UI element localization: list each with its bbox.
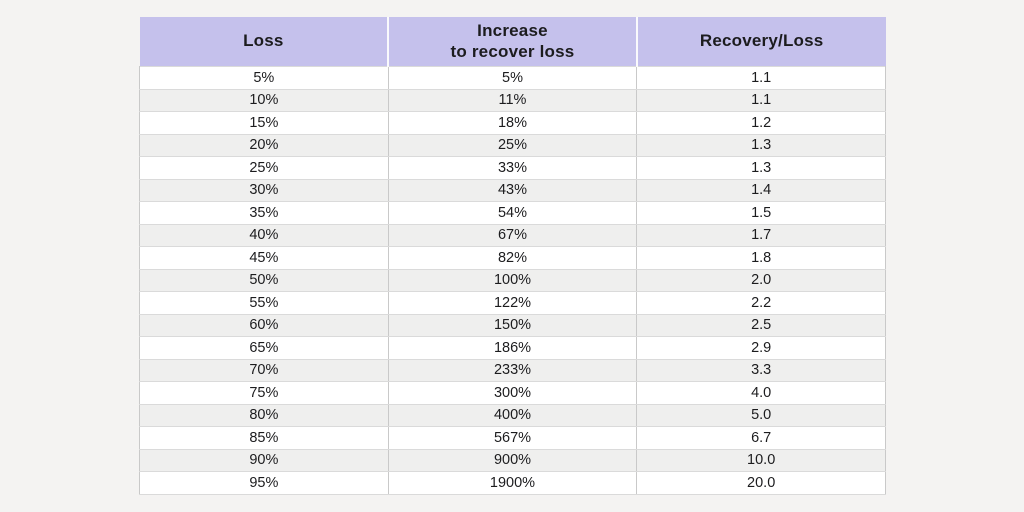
table-body: 5% 5% 1.1 10% 11% 1.1 15% 18% 1.2 20% 25% 1.3 25% 33%… xyxy=(139,66,886,495)
table-cell: 50% xyxy=(139,268,389,292)
table-cell: 300% xyxy=(387,381,638,405)
table-cell: 43% xyxy=(387,178,638,202)
table-row: 90% 900% 10.0 xyxy=(139,448,886,472)
table-cell: 18% xyxy=(387,111,638,135)
table-cell: 2.5 xyxy=(636,313,886,337)
table-cell: 15% xyxy=(139,111,389,135)
table-row: 15% 18% 1.2 xyxy=(139,111,886,135)
table-cell: 1.4 xyxy=(636,178,886,202)
table-cell: 3.3 xyxy=(636,358,886,382)
table-cell: 233% xyxy=(387,358,638,382)
table-cell: 2.2 xyxy=(636,291,886,315)
table-cell: 90% xyxy=(139,448,389,472)
table-cell: 1.3 xyxy=(636,156,886,180)
table-cell: 900% xyxy=(387,448,638,472)
table-row: 30% 43% 1.4 xyxy=(139,178,886,202)
table-row: 40% 67% 1.7 xyxy=(139,223,886,247)
table-header-row: Loss Increase to recover loss Recovery/L… xyxy=(139,17,886,67)
table-cell: 33% xyxy=(387,156,638,180)
table-row: 70% 233% 3.3 xyxy=(139,358,886,382)
table-row: 85% 567% 6.7 xyxy=(139,426,886,450)
table-cell: 10% xyxy=(139,88,389,112)
table-row: 95% 1900% 20.0 xyxy=(139,471,886,495)
table-cell: 75% xyxy=(139,381,389,405)
table-row: 20% 25% 1.3 xyxy=(139,133,886,157)
table-cell: 186% xyxy=(387,336,638,360)
column-header-loss: Loss xyxy=(139,17,389,67)
table-cell: 5% xyxy=(387,66,638,90)
table-cell: 150% xyxy=(387,313,638,337)
table-row: 80% 400% 5.0 xyxy=(139,403,886,427)
table-row: 50% 100% 2.0 xyxy=(139,268,886,292)
table-cell: 55% xyxy=(139,291,389,315)
table-cell: 30% xyxy=(139,178,389,202)
table-cell: 95% xyxy=(139,471,389,495)
table-cell: 25% xyxy=(387,133,638,157)
table-cell: 65% xyxy=(139,336,389,360)
table-cell: 45% xyxy=(139,246,389,270)
table-cell: 6.7 xyxy=(636,426,886,450)
table-cell: 35% xyxy=(139,201,389,225)
table-cell: 567% xyxy=(387,426,638,450)
table-cell: 1.5 xyxy=(636,201,886,225)
table-cell: 80% xyxy=(139,403,389,427)
table-cell: 11% xyxy=(387,88,638,112)
table-cell: 25% xyxy=(139,156,389,180)
loss-recovery-table: Loss Increase to recover loss Recovery/L… xyxy=(139,17,886,495)
table-row: 55% 122% 2.2 xyxy=(139,291,886,315)
table-cell: 2.0 xyxy=(636,268,886,292)
table-cell: 67% xyxy=(387,223,638,247)
table-cell: 1.7 xyxy=(636,223,886,247)
table-row: 75% 300% 4.0 xyxy=(139,381,886,405)
column-header-recovery-loss: Recovery/Loss xyxy=(635,17,886,67)
table-cell: 82% xyxy=(387,246,638,270)
table-cell: 20% xyxy=(139,133,389,157)
table-row: 10% 11% 1.1 xyxy=(139,88,886,112)
table-cell: 1.3 xyxy=(636,133,886,157)
table-row: 60% 150% 2.5 xyxy=(139,313,886,337)
table-cell: 1.8 xyxy=(636,246,886,270)
table-cell: 54% xyxy=(387,201,638,225)
table-cell: 1.1 xyxy=(636,88,886,112)
table-cell: 60% xyxy=(139,313,389,337)
table-cell: 40% xyxy=(139,223,389,247)
table-cell: 4.0 xyxy=(636,381,886,405)
loss-recovery-table-container: Loss Increase to recover loss Recovery/L… xyxy=(139,17,886,495)
table-cell: 400% xyxy=(387,403,638,427)
table-cell: 100% xyxy=(387,268,638,292)
table-cell: 5.0 xyxy=(636,403,886,427)
table-cell: 1.1 xyxy=(636,66,886,90)
table-row: 5% 5% 1.1 xyxy=(139,66,886,90)
table-cell: 1.2 xyxy=(636,111,886,135)
table-cell: 70% xyxy=(139,358,389,382)
table-row: 45% 82% 1.8 xyxy=(139,246,886,270)
table-header: Loss Increase to recover loss Recovery/L… xyxy=(139,17,886,67)
table-cell: 2.9 xyxy=(636,336,886,360)
table-cell: 85% xyxy=(139,426,389,450)
table-cell: 20.0 xyxy=(636,471,886,495)
table-row: 25% 33% 1.3 xyxy=(139,156,886,180)
column-header-increase-to-recover: Increase to recover loss xyxy=(387,17,637,67)
table-cell: 5% xyxy=(139,66,389,90)
table-row: 35% 54% 1.5 xyxy=(139,201,886,225)
table-cell: 10.0 xyxy=(636,448,886,472)
table-row: 65% 186% 2.9 xyxy=(139,336,886,360)
table-cell: 1900% xyxy=(387,471,638,495)
table-cell: 122% xyxy=(387,291,638,315)
